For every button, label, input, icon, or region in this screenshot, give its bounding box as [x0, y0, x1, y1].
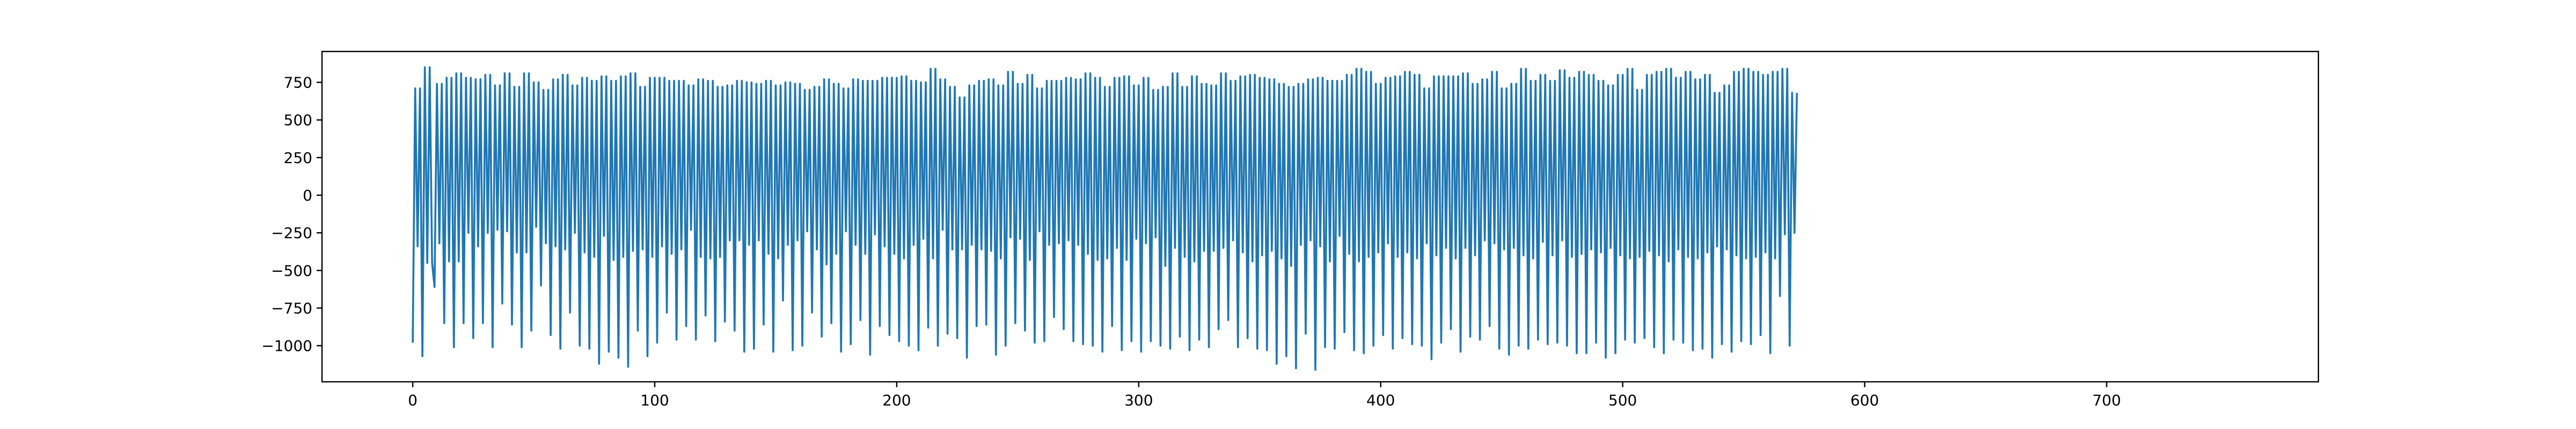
y-tick-label: −500 — [271, 262, 312, 279]
axes-frame — [321, 50, 2319, 383]
x-tick-label: 700 — [2092, 391, 2121, 409]
x-tick-label: 600 — [1850, 391, 1879, 409]
x-tick-label: 300 — [1124, 391, 1153, 409]
x-tick-label: 100 — [640, 391, 669, 409]
y-tick-label: −250 — [271, 224, 312, 242]
plot-area — [412, 66, 1798, 371]
x-axis: 0 100 200 300 400 500 600 700 — [408, 382, 2121, 409]
x-tick-label: 200 — [882, 391, 911, 409]
y-axis: −1000 −750 −500 −250 0 250 500 750 — [261, 74, 322, 355]
y-tick-label: 0 — [303, 187, 312, 204]
x-tick-label: 0 — [408, 391, 418, 409]
y-tick-label: −750 — [271, 299, 312, 317]
y-tick-label: 250 — [284, 149, 312, 167]
x-tick-label: 500 — [1608, 391, 1637, 409]
y-tick-label: −1000 — [261, 337, 312, 355]
y-tick-label: 500 — [284, 112, 312, 129]
series-line-signal — [412, 66, 1798, 371]
y-tick-label: 750 — [284, 74, 312, 92]
x-tick-label: 400 — [1366, 391, 1395, 409]
